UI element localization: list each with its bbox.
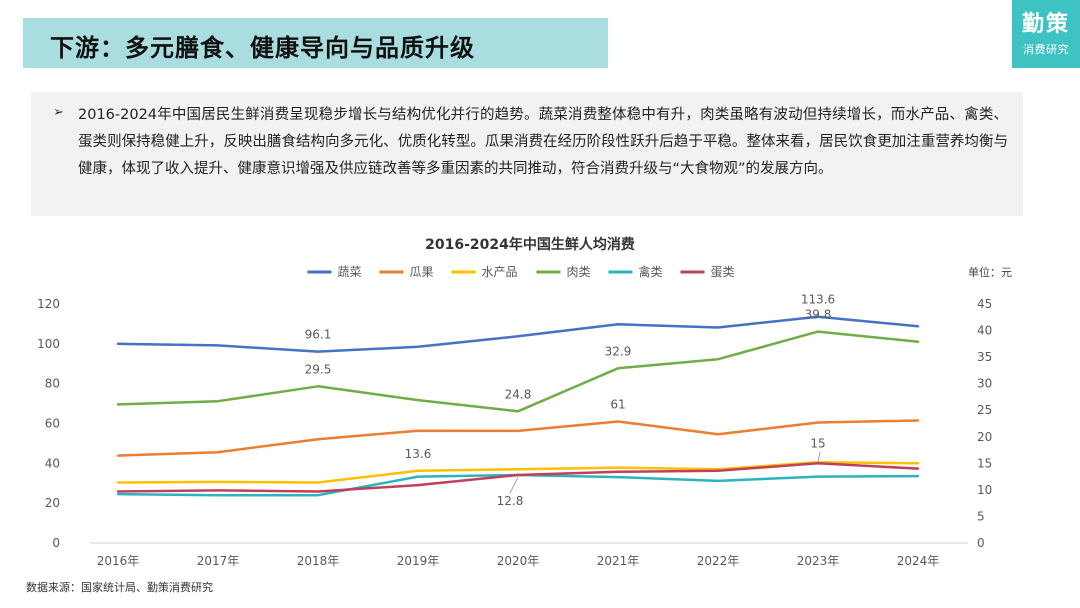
- series-line: [116, 462, 920, 493]
- chart-title: 2016-2024年中国生鲜人均消费: [425, 236, 635, 253]
- chart-axes: 0 20 40 60 80 100 120 0 5 10 15 20 25 30 35 40 45 2016年 20…: [37, 297, 992, 568]
- y-right-tick-label: 0: [977, 536, 985, 550]
- data-label: 15: [810, 436, 825, 450]
- x-tick-label: 2017年: [197, 554, 240, 568]
- y-left-tick-label: 80: [45, 377, 60, 391]
- legend-label: 蛋类: [711, 265, 735, 279]
- x-tick-label: 2022年: [697, 554, 740, 568]
- y-right-tick-label: 5: [977, 509, 985, 523]
- data-label: 113.6: [801, 293, 835, 307]
- x-tick-label: 2016年: [97, 554, 140, 568]
- y-left-tick-label: 100: [37, 337, 60, 351]
- data-label: 61: [610, 398, 625, 412]
- data-label: 24.8: [505, 387, 532, 401]
- title-bar: 下游：多元膳食、健康导向与品质升级: [23, 18, 608, 68]
- label-leader-line: [817, 452, 821, 462]
- y-right-tick-label: 10: [977, 483, 992, 497]
- y-right-tick-label: 40: [977, 324, 992, 338]
- data-label: 29.5: [305, 362, 332, 376]
- logo-main-text: 勤策: [1021, 12, 1070, 37]
- data-label: 96.1: [305, 328, 332, 342]
- unit-label: 单位：元: [968, 265, 1012, 279]
- y-left-tick-label: 20: [45, 496, 60, 510]
- brand-logo: 勤策 消费研究: [1012, 0, 1080, 68]
- y-right-tick-label: 25: [977, 403, 992, 417]
- x-tick-label: 2019年: [397, 554, 440, 568]
- logo-sub-text: 消费研究: [1023, 43, 1069, 56]
- legend-label: 肉类: [567, 265, 591, 279]
- series-line: [116, 419, 920, 457]
- chart-legend: 蔬菜 瓜果 水产品 肉类 禽类 蛋类: [307, 264, 735, 279]
- x-tick-label: 2021年: [597, 554, 640, 568]
- y-left-tick-label: 40: [45, 456, 60, 470]
- y-right-tick-label: 15: [977, 456, 992, 470]
- data-label: 13.6: [405, 447, 432, 461]
- legend-label: 蔬菜: [338, 265, 362, 279]
- summary-text: 2016-2024年中国居民生鲜消费呈现稳步增长与结构优化并行的趋势。蔬菜消费整…: [78, 107, 1008, 177]
- data-label: 32.9: [605, 344, 632, 358]
- series-line: [116, 473, 920, 497]
- x-tick-label: 2018年: [297, 554, 340, 568]
- series-line: [116, 330, 920, 413]
- source-note: 数据来源：国家统计局、勤策消费研究: [26, 581, 213, 594]
- series-line: [116, 315, 920, 353]
- chart-series: [116, 315, 920, 497]
- label-leader-line: [509, 476, 519, 494]
- y-left-tick-label: 60: [45, 417, 60, 431]
- x-tick-label: 2024年: [897, 554, 940, 568]
- legend-label: 禽类: [639, 264, 663, 279]
- y-left-tick-label: 0: [52, 536, 60, 550]
- data-label: 39.8: [805, 308, 832, 322]
- legend-label: 瓜果: [410, 265, 434, 279]
- data-label: 12.8: [497, 494, 524, 508]
- x-tick-label: 2020年: [497, 554, 540, 568]
- y-right-tick-label: 45: [977, 297, 992, 311]
- y-right-tick-label: 30: [977, 377, 992, 391]
- y-left-tick-label: 120: [37, 297, 60, 311]
- y-right-tick-label: 35: [977, 350, 992, 364]
- x-tick-label: 2023年: [797, 554, 840, 568]
- page-title: 下游：多元膳食、健康导向与品质升级: [50, 34, 475, 62]
- arrow-bullet-icon: ➢: [53, 105, 64, 120]
- chart-data-labels: 96.1 113.6 29.5 24.8 32.9 39.8 61 13.6 12.8 15: [305, 293, 836, 508]
- legend-label: 水产品: [482, 265, 518, 279]
- y-right-tick-label: 20: [977, 430, 992, 444]
- line-chart: 2016-2024年中国生鲜人均消费 单位：元 蔬菜 瓜果 水产品 肉类 禽类 蛋类 0 2…: [37, 236, 1012, 568]
- summary-box: ➢ 2016-2024年中国居民生鲜消费呈现稳步增长与结构优化并行的趋势。蔬菜消…: [31, 92, 1023, 216]
